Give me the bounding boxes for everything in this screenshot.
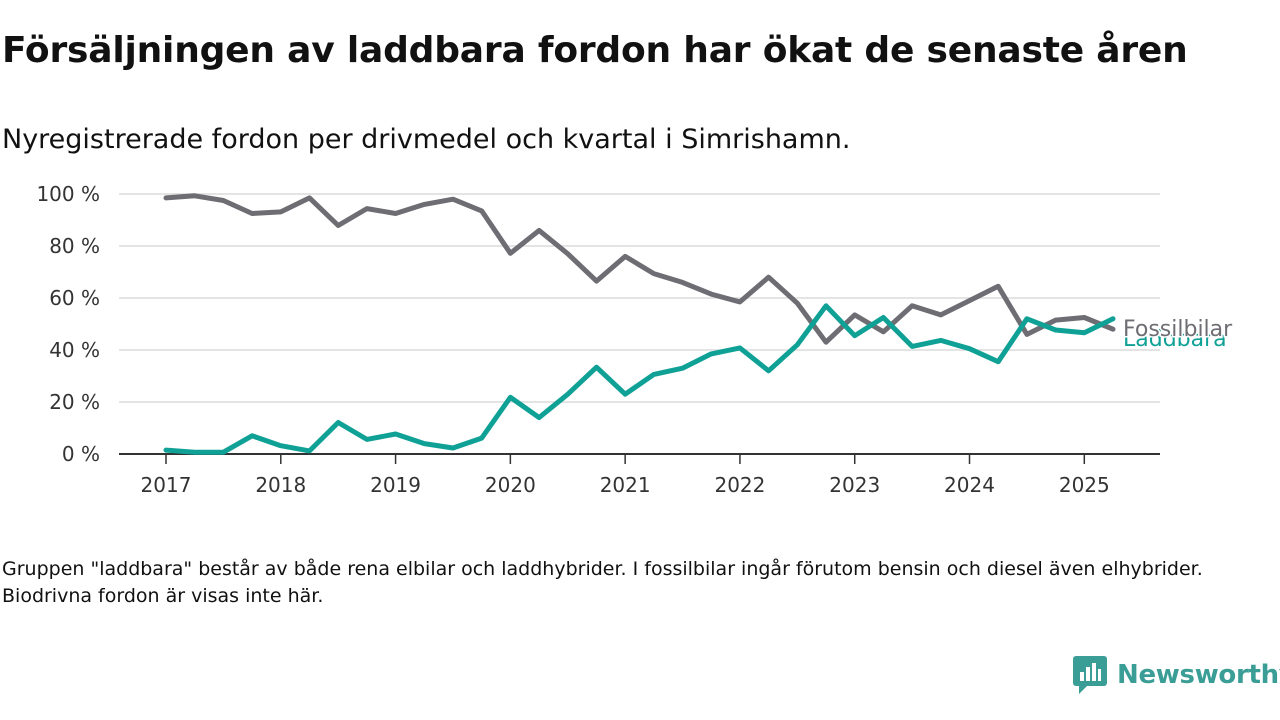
newsworthy-logo-icon xyxy=(1073,656,1107,694)
x-tick-label: 2023 xyxy=(829,473,880,497)
y-tick-label: 40 % xyxy=(49,338,100,362)
line-chart: 0 % 20 % 40 % 60 % 80 % 100 % 2017 2018 2019 202… xyxy=(36,182,1235,497)
series-label-fossilbilar: Fossilbilar xyxy=(1123,317,1233,342)
chart-subtitle: Nyregistrerade fordon per drivmedel och … xyxy=(2,124,851,155)
x-axis-labels: 2017 2018 2019 2020 2021 2022 2023 2024 2025 xyxy=(141,473,1110,497)
y-tick-label: 0 % xyxy=(62,442,100,466)
y-tick-label: 60 % xyxy=(49,286,100,310)
chart-title: Försäljningen av laddbara fordon har öka… xyxy=(2,30,1188,71)
y-axis-labels: 0 % 20 % 40 % 60 % 80 % 100 % xyxy=(36,182,100,466)
gridlines xyxy=(119,193,1160,403)
x-tick-label: 2017 xyxy=(141,473,192,497)
series-line-fossilbilar xyxy=(163,193,1116,345)
x-tick-label: 2020 xyxy=(485,473,536,497)
x-tick-label: 2018 xyxy=(255,473,306,497)
y-tick-label: 80 % xyxy=(49,234,100,258)
brand-name: Newsworthy xyxy=(1117,660,1280,690)
newsworthy-brand: Newsworthy xyxy=(1073,656,1280,694)
y-tick-label: 100 % xyxy=(36,182,100,206)
x-tick-label: 2024 xyxy=(944,473,995,497)
series-label-laddbara: Laddbara xyxy=(1123,327,1227,352)
series-line-laddbara xyxy=(163,303,1116,455)
y-tick-label: 20 % xyxy=(49,390,100,414)
series-lines xyxy=(163,193,1116,455)
x-tick-label: 2022 xyxy=(714,473,765,497)
x-tick-label: 2019 xyxy=(370,473,421,497)
x-axis xyxy=(119,453,1160,464)
x-tick-label: 2021 xyxy=(600,473,651,497)
footnote: Gruppen "laddbara" består av både rena e… xyxy=(2,558,1203,607)
x-tick-label: 2025 xyxy=(1059,473,1110,497)
